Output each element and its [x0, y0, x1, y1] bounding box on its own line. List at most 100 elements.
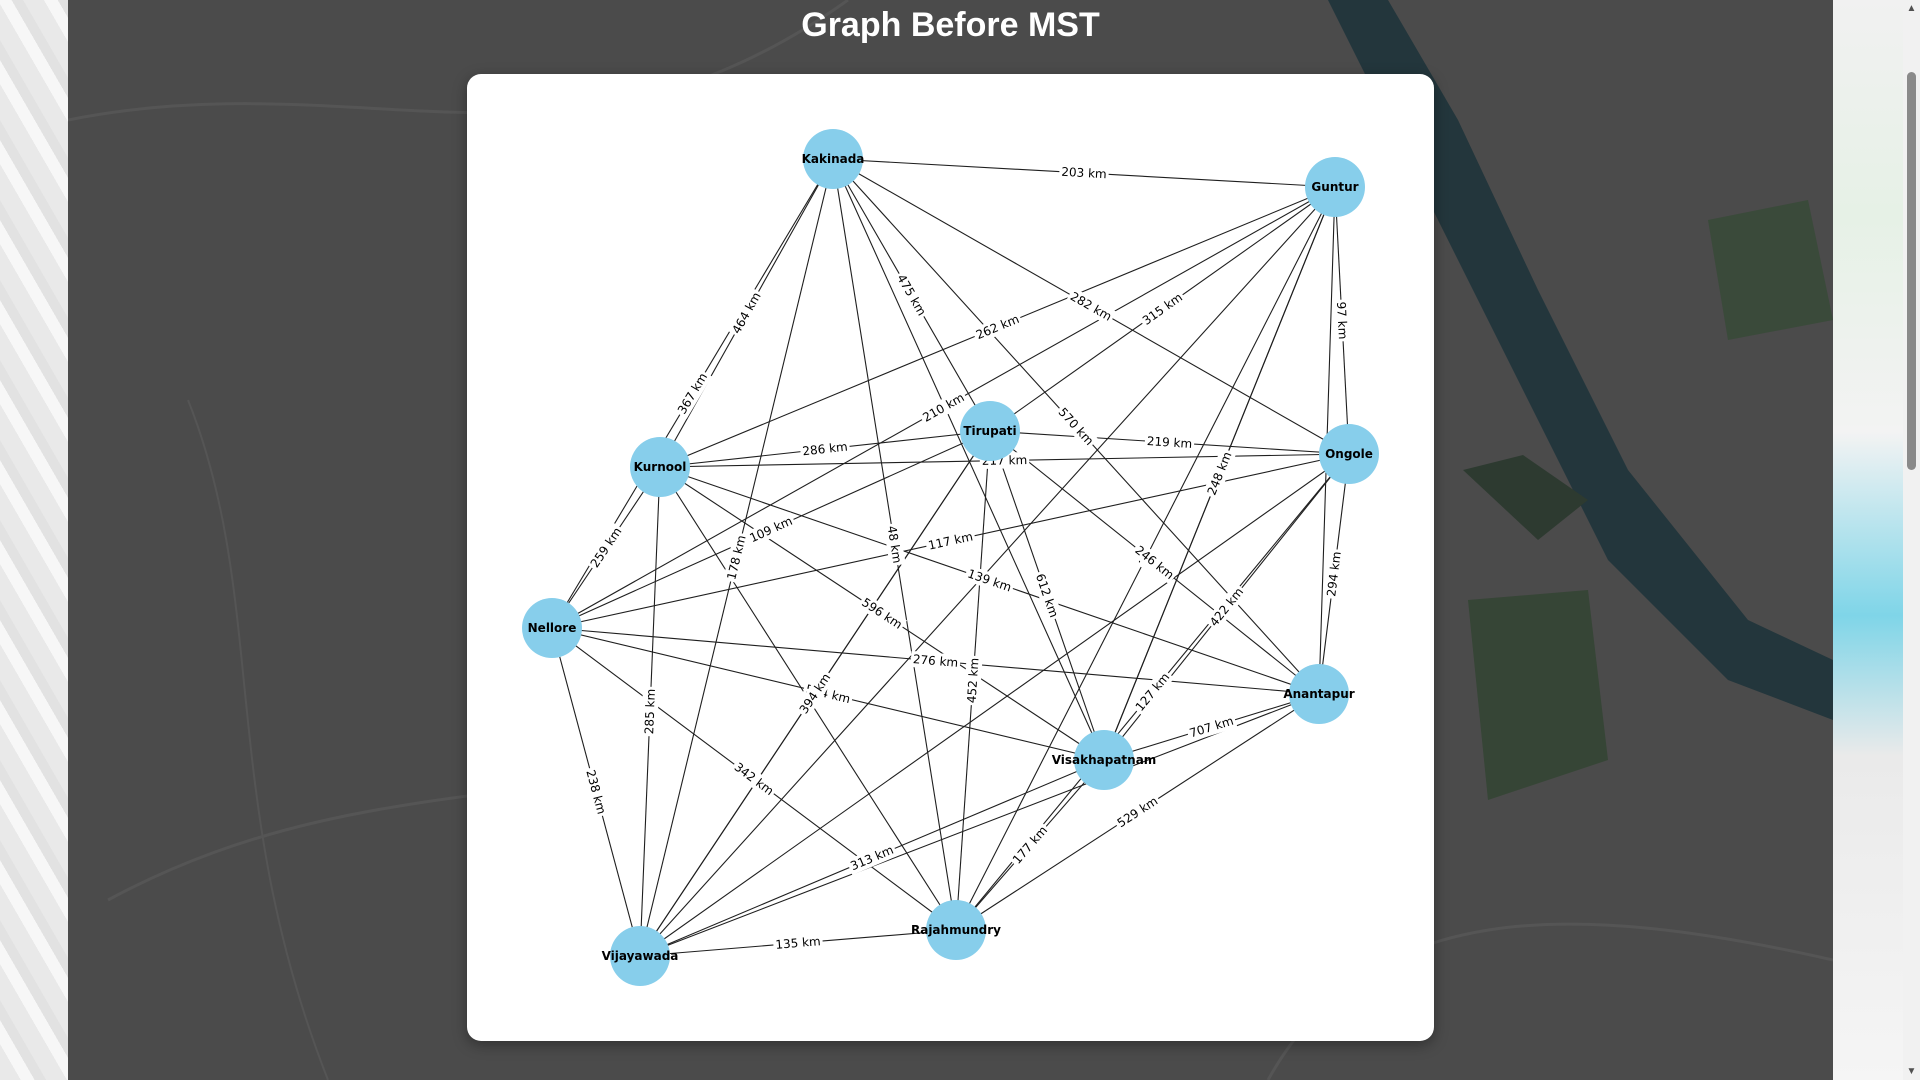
edge-label-background — [1323, 548, 1345, 600]
edge-label-text: 313 km — [848, 843, 895, 874]
edge-label-background — [729, 757, 779, 801]
node-circle — [1074, 730, 1134, 790]
edge-label-tirupati-kurnool: 286 km — [799, 438, 851, 460]
main-panel: Graph Before MST 203 km 475 km 464 km 282 k… — [68, 0, 1833, 1080]
edge-label-guntur-ongole: 97 km — [1332, 299, 1352, 342]
node-label: Tirupati — [963, 424, 1016, 438]
edge-label-background — [918, 388, 969, 427]
edge-label-tirupati-ongole: 219 km — [1144, 432, 1195, 453]
edge-label-background — [794, 668, 836, 719]
right-backdrop — [1833, 0, 1903, 1080]
edge-label-text: 276 km — [912, 652, 958, 670]
edge-label-text: 286 km — [802, 440, 849, 459]
edge-label-background — [727, 287, 766, 339]
edge-label-ongole-anantapur: 294 km — [1323, 548, 1345, 600]
edge-label-anantapur-rajahmundry: 529 km — [1112, 791, 1163, 833]
edge-label-background — [924, 527, 977, 555]
edge-label-visakhapatnam-vijayawada: 313 km — [846, 841, 898, 875]
edge-label-background — [1058, 163, 1110, 183]
edge-label-text: 238 km — [583, 768, 608, 815]
edge-label-kakinada-rajahmundry: 48 km — [883, 522, 906, 567]
edge-label-text: 177 km — [1010, 823, 1050, 866]
node-circle — [803, 129, 863, 189]
page-scrollbar[interactable]: ▲ ▼ — [1903, 0, 1920, 1080]
node-label: Ongole — [1325, 447, 1373, 461]
edge-ongole-vijayawada — [639, 453, 1350, 957]
node-label: Rajahmundry — [911, 923, 1001, 937]
edge-label-text: 570 km — [1056, 405, 1097, 448]
edge-label-background — [1112, 791, 1163, 833]
edge-label-background — [846, 841, 898, 875]
page-title: Graph Before MST — [801, 6, 1100, 44]
edge-label-background — [963, 655, 983, 706]
node-label: Guntur — [1311, 180, 1358, 194]
node-guntur: Guntur — [1305, 157, 1365, 217]
edge-label-text: 596 km — [859, 595, 905, 632]
edge-label-ongole-visakhapatnam: 422 km — [1204, 582, 1249, 632]
edge-label-background — [1065, 287, 1117, 326]
edge-label-background — [585, 522, 627, 573]
edge-label-tirupati-rajahmundry: 452 km — [963, 655, 983, 706]
edge-label-tirupati-nellore: 109 km — [745, 512, 797, 547]
edge-label-background — [1144, 432, 1195, 453]
scroll-up-icon[interactable]: ▲ — [1906, 3, 1917, 14]
edge-label-visakhapatnam-rajahmundry: 177 km — [1007, 821, 1053, 869]
edge-label-background — [963, 564, 1016, 597]
edge-label-rajahmundry-vijayawada: 135 km — [772, 933, 824, 953]
edge-label-kakinada-kurnool: 464 km — [727, 287, 766, 339]
edge-label-nellore-rajahmundry: 342 km — [729, 757, 779, 801]
edge-label-text: 97 km — [1334, 301, 1350, 339]
edge-label-background — [883, 522, 906, 567]
edge-label-background — [971, 310, 1024, 344]
left-backdrop — [0, 0, 68, 1080]
edge-label-kakinada-ongole: 282 km — [1065, 287, 1117, 326]
node-anantapur: Anantapur — [1283, 664, 1355, 724]
edge-label-background — [1204, 582, 1249, 632]
edge-label-text: 135 km — [775, 934, 821, 952]
edge-label-background — [1130, 667, 1175, 717]
edge-label-text: 342 km — [732, 760, 777, 798]
edge-label-text: 262 km — [974, 312, 1021, 342]
graph-card: 203 km 475 km 464 km 282 km 367 km 570 km 48 k… — [467, 74, 1434, 1041]
scroll-thumb[interactable] — [1907, 72, 1916, 470]
node-circle — [610, 926, 670, 986]
edge-label-background — [799, 438, 851, 460]
edge-label-text: 282 km — [1068, 289, 1114, 324]
edge-label-background — [640, 686, 660, 737]
graph-canvas: 203 km 475 km 464 km 282 km 367 km 570 km 48 k… — [522, 129, 1379, 986]
edge-label-background — [910, 650, 961, 672]
edge-label-background — [1053, 402, 1099, 451]
edge-label-kurnool-visakhapatnam: 596 km — [856, 593, 908, 634]
edge-label-background — [672, 368, 713, 419]
edge-label-kakinada-vijayawada: 178 km — [722, 531, 751, 584]
edge-label-kakinada-tirupati: 475 km — [892, 269, 931, 321]
edge-anantapur-vijayawada — [639, 693, 1320, 957]
node-circle — [630, 437, 690, 497]
edge-label-text: 285 km — [642, 689, 658, 735]
node-label: Kurnool — [634, 460, 687, 474]
edge-label-guntur-kurnool: 262 km — [971, 310, 1024, 344]
edge-label-kakinada-nellore: 367 km — [672, 368, 713, 419]
edge-label-background — [581, 766, 611, 818]
edge-label-background — [1202, 447, 1237, 500]
edge-label-anantapur-visakhapatnam: 707 km — [1185, 712, 1238, 742]
node-label: Vijayawada — [602, 949, 679, 963]
edge-label-text: 178 km — [724, 534, 748, 581]
edge-label-background — [745, 512, 797, 547]
node-circle — [1319, 424, 1379, 484]
edges-layer — [551, 158, 1350, 957]
node-kurnool: Kurnool — [630, 437, 690, 497]
edge-label-text: 203 km — [1061, 165, 1107, 182]
node-ongole: Ongole — [1319, 424, 1379, 484]
edge-label-guntur-visakhapatnam: 248 km — [1202, 447, 1237, 500]
node-tirupati: Tirupati — [960, 401, 1020, 461]
edge-label-text: 219 km — [1146, 434, 1192, 451]
scroll-down-icon[interactable]: ▼ — [1906, 1066, 1917, 1077]
edge-label-kurnool-nellore: 259 km — [585, 522, 627, 573]
edge-labels-layer: 203 km 475 km 464 km 282 km 367 km 570 km 48 k… — [581, 163, 1352, 953]
node-vijayawada: Vijayawada — [602, 926, 679, 986]
node-circle — [1305, 157, 1365, 217]
edge-label-nellore-vijayawada: 238 km — [581, 766, 611, 818]
edge-label-background — [722, 531, 751, 584]
node-label: Nellore — [528, 621, 577, 635]
